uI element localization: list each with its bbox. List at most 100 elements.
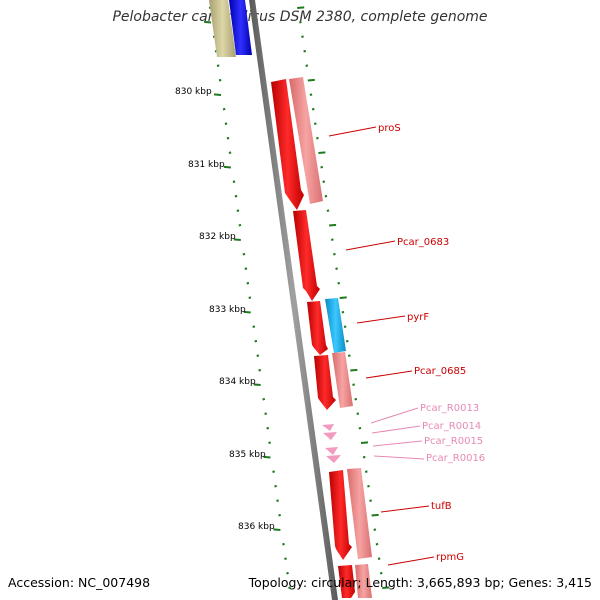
minor-tick <box>236 209 240 212</box>
label-Pcar_R0016[interactable]: Pcar_R0016 <box>426 453 485 464</box>
minor-tick <box>354 397 358 401</box>
minor-tick <box>258 368 262 372</box>
gene-Pcar_0685[interactable] <box>314 352 353 410</box>
label-tufB[interactable]: tufB <box>431 501 452 512</box>
minor-tick <box>301 35 304 38</box>
rna-genes <box>322 424 341 463</box>
gene-proS[interactable] <box>271 77 323 210</box>
gene-rpmG[interactable] <box>338 564 372 598</box>
scale-label-830: 830 kbp <box>175 87 212 97</box>
major-tick <box>213 93 222 96</box>
label-pyrF[interactable]: pyrF <box>407 312 429 323</box>
minor-tick <box>282 542 285 546</box>
minor-tick <box>216 64 220 67</box>
minor-tick <box>316 136 319 140</box>
scale-label-832: 832 kbp <box>199 232 236 242</box>
minor-tick <box>278 513 281 517</box>
inner-tick-ring <box>204 6 291 589</box>
minor-tick <box>224 122 228 125</box>
scale-label-835: 835 kbp <box>229 450 266 460</box>
minor-tick <box>324 194 328 198</box>
minor-tick <box>286 571 289 575</box>
gene-tufB[interactable] <box>329 468 372 560</box>
major-tick <box>307 78 315 82</box>
minor-tick <box>356 412 360 415</box>
minor-tick <box>248 296 252 299</box>
label-Pcar_R0015[interactable]: Pcar_R0015 <box>424 436 483 447</box>
minor-tick <box>364 470 368 473</box>
minor-tick <box>362 455 366 459</box>
genome-stats-text: Topology: circular; Length: 3,665,893 bp… <box>248 575 592 590</box>
major-tick <box>223 165 231 169</box>
minor-tick <box>284 557 287 560</box>
scale-label-836: 836 kbp <box>238 522 275 532</box>
major-tick <box>273 528 281 531</box>
major-tick <box>360 441 369 444</box>
label-Pcar_0683[interactable]: Pcar_0683 <box>397 237 449 248</box>
minor-tick <box>343 325 347 328</box>
minor-tick <box>244 267 248 270</box>
label-leaders <box>328 126 435 566</box>
rna-Pcar_R0013[interactable] <box>322 424 334 431</box>
minor-tick <box>242 252 246 256</box>
rna-Pcar_R0015[interactable] <box>325 447 338 455</box>
major-tick <box>318 151 326 154</box>
minor-tick <box>234 194 238 198</box>
scale-labels: 830 kbp 831 kbp 832 kbp 833 kbp 834 kbp … <box>175 87 275 532</box>
minor-tick <box>367 484 370 488</box>
minor-tick <box>252 325 256 328</box>
minor-tick <box>347 354 351 357</box>
major-tick <box>233 238 241 241</box>
minor-tick <box>246 281 250 285</box>
minor-tick <box>345 339 349 343</box>
minor-tick <box>341 310 345 314</box>
rna-Pcar_R0016[interactable] <box>326 455 341 463</box>
gene-olive-top <box>209 0 236 57</box>
major-tick <box>329 223 337 227</box>
gene-Pcar_0683[interactable] <box>293 210 320 301</box>
minor-tick <box>369 499 372 502</box>
label-rpmG[interactable]: rpmG <box>436 552 464 563</box>
gene-labels: proS Pcar_0683 pyrF Pcar_0685 Pcar_R0013… <box>378 123 485 563</box>
label-Pcar_R0013[interactable]: Pcar_R0013 <box>420 403 479 414</box>
major-tick <box>371 513 379 517</box>
accession-text: Accession: NC_007498 <box>8 575 151 590</box>
minor-tick <box>222 107 226 111</box>
gene-blue-top <box>229 0 252 55</box>
label-proS[interactable]: proS <box>378 123 401 134</box>
minor-tick <box>311 107 315 111</box>
minor-tick <box>276 499 279 502</box>
label-Pcar_R0014[interactable]: Pcar_R0014 <box>422 421 481 432</box>
minor-tick <box>375 542 379 546</box>
label-Pcar_0685[interactable]: Pcar_0685 <box>414 366 466 377</box>
minor-tick <box>268 441 271 444</box>
minor-tick <box>264 412 268 415</box>
major-tick <box>253 383 261 386</box>
minor-tick <box>322 180 326 183</box>
minor-tick <box>358 426 362 430</box>
minor-tick <box>303 49 307 53</box>
minor-tick <box>226 136 230 140</box>
minor-tick <box>337 281 341 285</box>
minor-tick <box>309 93 313 96</box>
minor-tick <box>379 571 383 575</box>
rna-Pcar_R0014[interactable] <box>323 432 337 440</box>
scale-label-831: 831 kbp <box>188 160 225 170</box>
major-tick <box>350 368 358 372</box>
minor-tick <box>335 267 338 270</box>
minor-tick <box>228 151 232 154</box>
minor-tick <box>326 209 330 212</box>
minor-tick <box>254 339 258 343</box>
scale-label-833: 833 kbp <box>209 305 246 315</box>
minor-tick <box>274 484 277 488</box>
minor-tick <box>288 586 291 589</box>
minor-tick <box>313 122 317 125</box>
minor-tick <box>373 528 377 531</box>
minor-tick <box>352 383 355 386</box>
major-tick <box>339 296 347 299</box>
gene-pyrF[interactable] <box>307 298 346 355</box>
minor-tick <box>218 78 222 82</box>
minor-tick <box>256 354 260 357</box>
minor-tick <box>320 165 324 169</box>
